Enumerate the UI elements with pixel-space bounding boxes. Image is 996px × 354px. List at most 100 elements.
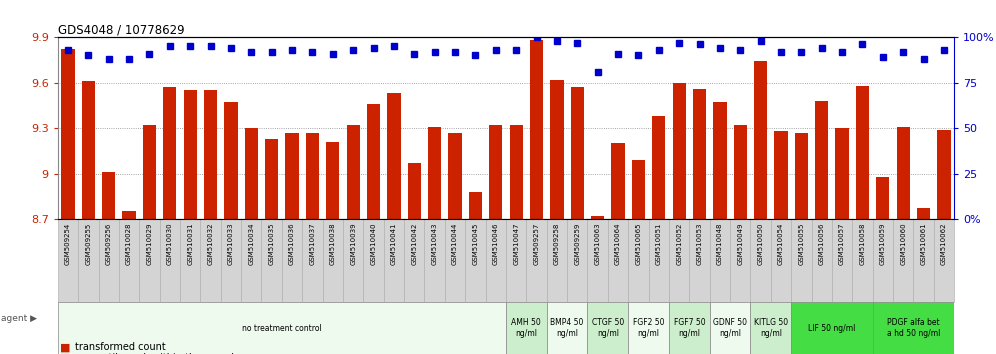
Bar (163, 87, 176, 219)
Bar (550, 80, 564, 219)
Text: GSM510047: GSM510047 (513, 222, 519, 265)
Text: GSM510039: GSM510039 (351, 222, 357, 265)
Bar (791, 219, 812, 302)
Text: GSM510038: GSM510038 (330, 222, 336, 265)
Bar (836, 128, 849, 219)
Bar (734, 125, 747, 219)
Bar (286, 133, 299, 219)
Bar (123, 211, 135, 219)
Bar (448, 133, 462, 219)
Text: GSM510058: GSM510058 (860, 222, 866, 265)
Bar (872, 219, 893, 302)
Bar (547, 219, 567, 302)
Bar (180, 219, 200, 302)
Text: FGF7 50
ng/ml: FGF7 50 ng/ml (673, 318, 705, 338)
Text: GSM510052: GSM510052 (676, 222, 682, 265)
Text: GSM510053: GSM510053 (696, 222, 702, 265)
Text: GSM509258: GSM509258 (554, 222, 560, 265)
Text: ■: ■ (60, 353, 71, 354)
Text: GSM510046: GSM510046 (493, 222, 499, 265)
Bar (445, 219, 465, 302)
Bar (282, 219, 302, 302)
Text: GSM510035: GSM510035 (269, 222, 275, 265)
Text: GSM510045: GSM510045 (472, 222, 478, 265)
Text: GSM510040: GSM510040 (371, 222, 376, 265)
Bar (245, 128, 258, 219)
Bar (58, 302, 506, 354)
Bar (404, 219, 424, 302)
Text: GSM510036: GSM510036 (289, 222, 295, 265)
Text: GSM510044: GSM510044 (452, 222, 458, 265)
Bar (159, 219, 180, 302)
Text: GSM510062: GSM510062 (941, 222, 947, 265)
Bar (693, 88, 706, 219)
Bar (631, 160, 645, 219)
Bar (367, 104, 380, 219)
Bar (710, 302, 750, 354)
Bar (648, 219, 669, 302)
Bar (872, 302, 954, 354)
Bar (526, 219, 547, 302)
Bar (652, 116, 665, 219)
Bar (99, 219, 119, 302)
Bar (669, 302, 710, 354)
Bar (510, 125, 523, 219)
Bar (424, 219, 445, 302)
Text: GSM510029: GSM510029 (146, 222, 152, 265)
Text: GSM510048: GSM510048 (717, 222, 723, 265)
Text: GSM510028: GSM510028 (126, 222, 132, 265)
Text: FGF2 50
ng/ml: FGF2 50 ng/ml (632, 318, 664, 338)
Text: GSM510042: GSM510042 (411, 222, 417, 265)
Text: AMH 50
ng/ml: AMH 50 ng/ml (512, 318, 541, 338)
Bar (221, 219, 241, 302)
Bar (486, 219, 506, 302)
Bar (571, 87, 584, 219)
Text: no treatment control: no treatment control (242, 324, 322, 332)
Bar (347, 125, 360, 219)
Bar (893, 219, 913, 302)
Text: KITLG 50
ng/ml: KITLG 50 ng/ml (754, 318, 788, 338)
Bar (750, 302, 791, 354)
Bar (119, 219, 139, 302)
Text: GSM510063: GSM510063 (595, 222, 601, 265)
Bar (591, 216, 605, 219)
Text: GSM509257: GSM509257 (534, 222, 540, 265)
Bar (547, 302, 588, 354)
Bar (917, 209, 930, 219)
Bar (612, 143, 624, 219)
Bar (469, 192, 482, 219)
Bar (387, 93, 400, 219)
Bar (102, 172, 116, 219)
Text: GSM510064: GSM510064 (615, 222, 622, 265)
Text: GSM510031: GSM510031 (187, 222, 193, 265)
Text: GSM509254: GSM509254 (65, 222, 71, 264)
Bar (265, 139, 278, 219)
Bar (364, 219, 383, 302)
Bar (383, 219, 404, 302)
Text: GSM510057: GSM510057 (839, 222, 846, 265)
Bar (506, 302, 547, 354)
Text: GSM510060: GSM510060 (900, 222, 906, 265)
Text: CTGF 50
ng/ml: CTGF 50 ng/ml (592, 318, 623, 338)
Text: GSM510049: GSM510049 (737, 222, 743, 265)
Text: agent ▶: agent ▶ (1, 314, 37, 323)
Bar (78, 219, 99, 302)
Bar (689, 219, 710, 302)
Bar (200, 219, 221, 302)
Bar (934, 219, 954, 302)
Bar (588, 302, 628, 354)
Bar (754, 61, 767, 219)
Text: GSM510056: GSM510056 (819, 222, 825, 265)
Bar (913, 219, 934, 302)
Text: ■: ■ (60, 342, 71, 352)
Bar (815, 101, 829, 219)
Text: GSM510041: GSM510041 (390, 222, 397, 265)
Text: GSM510050: GSM510050 (758, 222, 764, 265)
Bar (343, 219, 364, 302)
Text: percentile rank within the sample: percentile rank within the sample (75, 353, 240, 354)
Bar (710, 219, 730, 302)
Bar (608, 219, 628, 302)
Bar (58, 219, 78, 302)
Bar (139, 219, 159, 302)
Text: GDS4048 / 10778629: GDS4048 / 10778629 (58, 23, 184, 36)
